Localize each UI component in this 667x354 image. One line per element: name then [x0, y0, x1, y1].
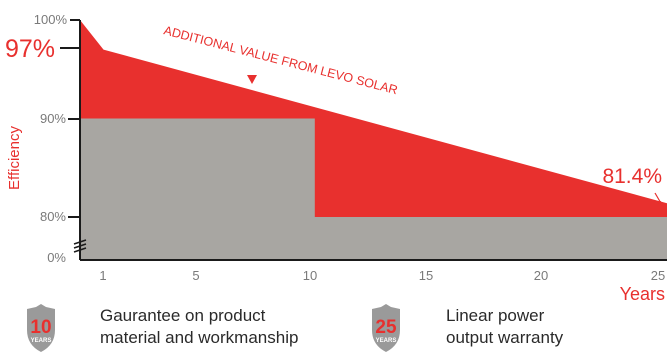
x-tick-label-15: 15: [419, 268, 433, 283]
badge-25-years: 25 YEARS: [372, 304, 400, 352]
x-tick-label-1: 1: [99, 268, 106, 283]
badge-10-years: 10 YEARS: [27, 304, 55, 352]
badge-number: 25: [375, 317, 397, 338]
x-tick-label-25: 25: [651, 268, 665, 283]
badge-25-line-2: output warranty: [446, 328, 564, 347]
annotation-97-percent: 97%: [5, 35, 55, 63]
badge-unit: YEARS: [376, 338, 397, 344]
y-axis-title: Efficiency: [6, 126, 23, 190]
y-tick-label-90: 90%: [40, 111, 66, 126]
shield-icon: [27, 304, 55, 352]
standard-warranty-area: [80, 118, 667, 260]
y-tick-label-100: 100%: [34, 12, 68, 27]
y-axis-break-mark: [73, 239, 87, 253]
y-tick-label-0: 0%: [47, 250, 66, 265]
badge-number: 10: [30, 317, 51, 338]
x-tick-label-5: 5: [192, 268, 199, 283]
badge-25-line-1: Linear power: [446, 306, 545, 325]
badge-unit: YEARS: [31, 338, 52, 344]
x-tick-label-10: 10: [303, 268, 317, 283]
badge-10-line-1: Gaurantee on product: [100, 306, 266, 325]
x-axis-title: Years: [620, 284, 665, 304]
y-tick-label-80: 80%: [40, 209, 66, 224]
badge-10-line-2: material and workmanship: [100, 328, 298, 347]
additional-value-pointer-icon: [247, 75, 257, 84]
x-tick-label-20: 20: [534, 268, 548, 283]
annotation-81-4-arrowhead-icon: [657, 201, 662, 206]
annotation-81-4-percent: 81.4%: [602, 165, 662, 188]
shield-icon: [372, 304, 400, 352]
